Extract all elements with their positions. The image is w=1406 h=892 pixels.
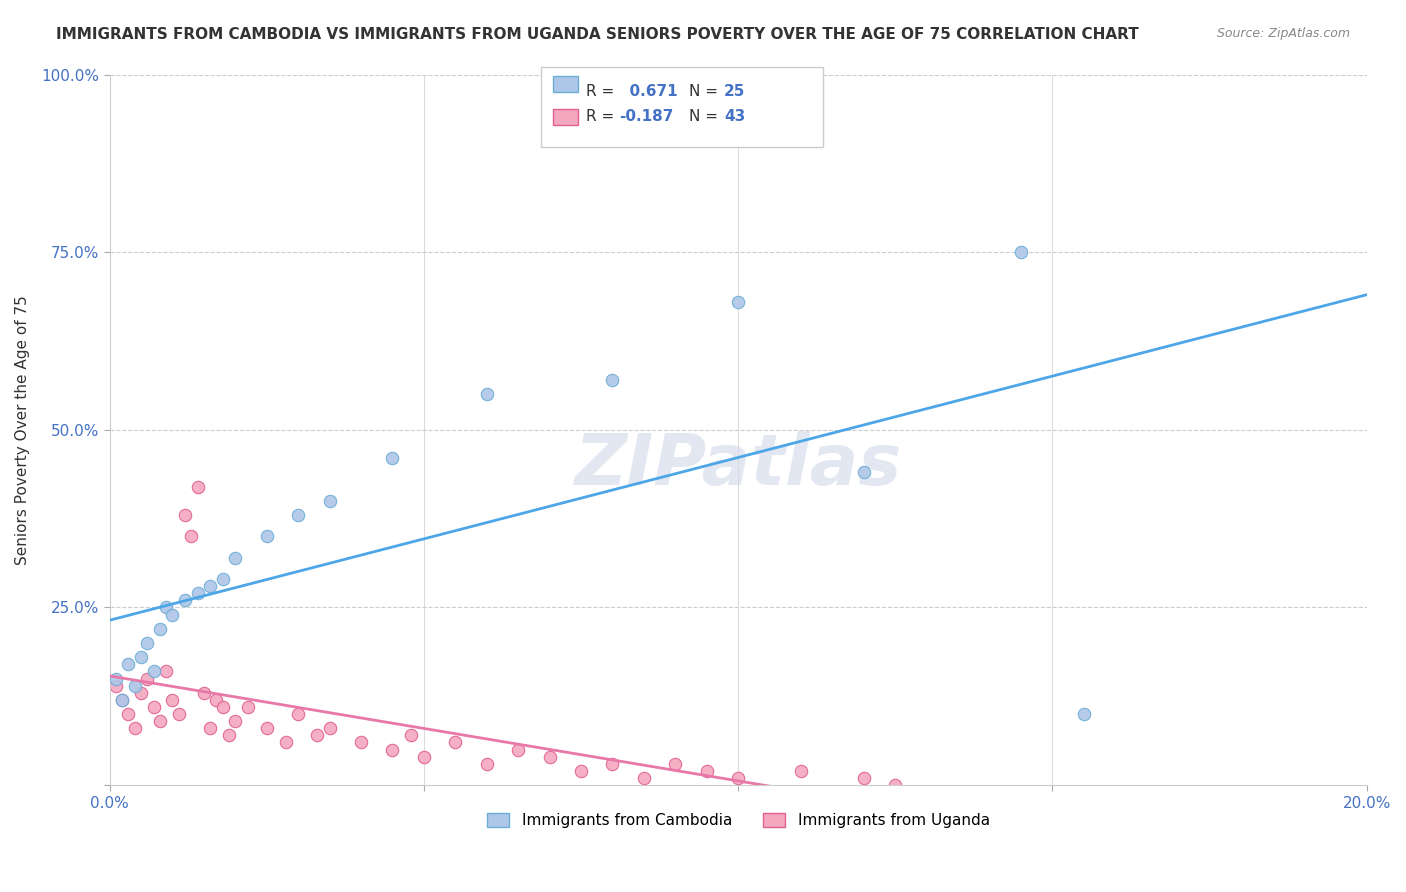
Point [149,714,172,728]
Point [205,693,228,707]
Point [124,721,146,735]
Point [318,494,340,508]
Point [198,721,221,735]
Point [224,550,246,565]
Point [167,706,190,721]
Point [696,764,718,778]
Point [180,529,202,543]
Point [136,636,159,650]
Point [381,451,404,466]
Point [198,579,221,593]
Point [884,778,907,792]
Point [305,728,328,742]
Point [211,572,233,586]
Point [136,672,159,686]
Point [381,742,404,756]
Point [149,622,172,636]
Point [124,679,146,693]
Point [162,693,184,707]
Point [1010,245,1032,260]
Point [401,728,423,742]
Point [224,714,246,728]
Point [211,700,233,714]
Point [104,672,127,686]
Point [236,700,259,714]
Point [318,721,340,735]
Text: 0.671: 0.671 [619,85,678,99]
Y-axis label: Seniors Poverty Over the Age of 75: Seniors Poverty Over the Age of 75 [15,295,30,565]
Point [256,721,278,735]
Text: 25: 25 [724,85,745,99]
Point [350,735,373,749]
Point [475,387,498,401]
Point [508,742,530,756]
Point [538,749,561,764]
Text: ZIPatlas: ZIPatlas [575,431,901,500]
Text: -0.187: -0.187 [619,110,673,124]
Point [174,508,197,522]
Point [852,466,875,480]
Point [664,756,686,771]
Point [727,294,749,309]
Point [852,771,875,785]
Point [186,586,208,600]
Point [111,693,134,707]
Point [142,700,165,714]
Point [162,607,184,622]
Text: R =: R = [586,110,620,124]
Point [186,480,208,494]
Point [129,686,152,700]
Point [193,686,215,700]
Text: 43: 43 [724,110,745,124]
Text: Source: ZipAtlas.com: Source: ZipAtlas.com [1216,27,1350,40]
Point [174,593,197,607]
Point [142,665,165,679]
Text: R =: R = [586,85,620,99]
Legend: Immigrants from Cambodia, Immigrants from Uganda: Immigrants from Cambodia, Immigrants fro… [481,807,995,834]
Text: IMMIGRANTS FROM CAMBODIA VS IMMIGRANTS FROM UGANDA SENIORS POVERTY OVER THE AGE : IMMIGRANTS FROM CAMBODIA VS IMMIGRANTS F… [56,27,1139,42]
Point [790,764,813,778]
Point [287,706,309,721]
Point [633,771,655,785]
Point [602,373,624,387]
Point [129,650,152,665]
Point [155,600,177,615]
Point [727,771,749,785]
Point [155,665,177,679]
Point [287,508,309,522]
Point [218,728,240,742]
Point [111,693,134,707]
Point [117,657,139,672]
Text: N =: N = [689,110,723,124]
Text: N =: N = [689,85,723,99]
Point [274,735,297,749]
Point [569,764,592,778]
Point [444,735,467,749]
Point [104,679,127,693]
Point [412,749,434,764]
Point [256,529,278,543]
Point [602,756,624,771]
Point [475,756,498,771]
Point [1073,706,1095,721]
Point [117,706,139,721]
